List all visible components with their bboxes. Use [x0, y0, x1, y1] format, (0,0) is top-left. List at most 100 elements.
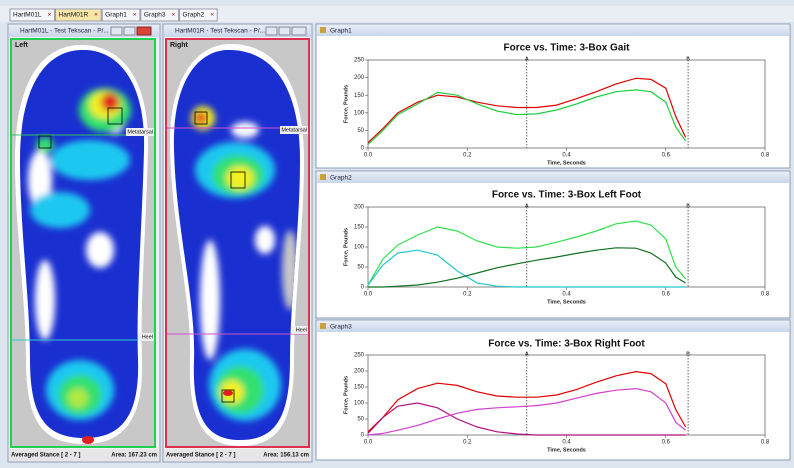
tab-close[interactable]: ×	[133, 12, 137, 19]
x-tick-label: 0.2	[463, 153, 472, 159]
x-tick-label: 0.0	[364, 292, 373, 298]
y-axis-label: Force, Pounds	[343, 376, 349, 414]
hotspot	[82, 436, 94, 444]
label-bg	[280, 126, 308, 134]
series-line	[367, 77, 687, 144]
window-title: Graph1	[330, 28, 352, 35]
x-tick-label: 0.8	[761, 153, 770, 159]
tab-close[interactable]: ×	[210, 12, 214, 19]
y-tick-label: 150	[354, 385, 365, 391]
y-tick-label: 0	[361, 433, 365, 439]
y-axis-label: Force, Pounds	[343, 228, 349, 266]
plot-area	[367, 59, 766, 149]
pressure-map	[20, 50, 145, 438]
status-area: Area: 167.23 cm	[111, 453, 157, 459]
x-axis-label: Time, Seconds	[547, 160, 586, 166]
marker-label: A	[525, 203, 529, 209]
window-icon	[320, 323, 326, 329]
plot-area	[367, 206, 766, 288]
status-area: Area: 156.13 cm	[263, 453, 309, 459]
series-line	[367, 220, 687, 286]
y-tick-label: 250	[354, 58, 365, 64]
graph-window: Graph2 Force vs. Time: 3-Box Left Foot 0 50…	[315, 170, 791, 319]
y-tick-label: 200	[354, 205, 365, 211]
region-label: Heel	[296, 327, 307, 333]
tab-close[interactable]: ×	[94, 12, 98, 19]
y-tick-label: 250	[354, 353, 365, 359]
minimize-button[interactable]	[110, 26, 123, 36]
series-line	[368, 247, 686, 288]
x-tick-label: 0.6	[662, 153, 671, 159]
graph-window: Graph1 Force vs. Time: 3-Box Gait 0 50 100 15…	[315, 23, 791, 169]
status-stance: Averaged Stance [ 2 - 7 ]	[166, 453, 235, 459]
title-bar	[317, 172, 789, 183]
x-axis-label: Time, Seconds	[547, 299, 586, 305]
side-label: Left	[15, 42, 29, 49]
status-stance: Averaged Stance [ 2 - 7 ]	[11, 453, 80, 459]
x-tick-label: 0.0	[364, 440, 373, 446]
y-tick-label: 50	[357, 417, 364, 423]
y-tick-label: 100	[354, 110, 365, 116]
x-tick-label: 0.4	[562, 153, 571, 159]
y-tick-label: 0	[361, 285, 365, 291]
close-button[interactable]	[291, 26, 307, 36]
chart-title: Force vs. Time: 3-Box Right Foot	[488, 339, 645, 350]
title-bar	[317, 25, 789, 36]
chart-title: Force vs. Time: 3-Box Left Foot	[492, 190, 642, 201]
window-title: HartM01R - Test Tekscan - P/...	[175, 28, 265, 35]
status-bar	[9, 449, 159, 461]
y-tick-label: 50	[357, 265, 364, 271]
plot-area	[367, 354, 766, 436]
x-axis-label: Time, Seconds	[547, 447, 586, 453]
y-tick-label: 200	[354, 369, 365, 375]
tab-label: Graph1	[105, 12, 127, 19]
tab-label: HartM01R	[59, 12, 89, 19]
y-tick-label: 100	[354, 245, 365, 251]
pressure-map	[173, 50, 300, 440]
status-bar	[164, 449, 311, 461]
right-window: HartM01R - Test Tekscan - P/...	[162, 23, 313, 463]
window-icon	[320, 27, 326, 33]
x-tick-label: 0.8	[761, 292, 770, 298]
tab[interactable]	[9, 8, 56, 22]
x-tick-label: 0.2	[463, 440, 472, 446]
window-title: HartM01L - Test Tekscan - P/...	[20, 28, 109, 35]
tab[interactable]	[101, 8, 141, 22]
window-title: Graph2	[330, 175, 352, 182]
series-line	[367, 387, 686, 436]
label-bg	[126, 128, 154, 136]
series-line	[367, 249, 686, 288]
x-tick-label: 0.8	[761, 440, 770, 446]
region-label: Heel	[142, 334, 153, 340]
maximize-button[interactable]	[123, 26, 136, 36]
minimize-button[interactable]	[265, 26, 278, 36]
marker-label: A	[525, 351, 529, 357]
y-tick-label: 100	[354, 401, 365, 407]
tab-close[interactable]: ×	[172, 12, 176, 19]
y-tick-label: 0	[361, 146, 365, 152]
region-label: Metatarsal	[127, 129, 153, 135]
close-button[interactable]	[136, 26, 152, 36]
tab-label: Graph2	[183, 12, 205, 19]
tab[interactable]	[55, 8, 102, 22]
x-tick-label: 0.6	[662, 292, 671, 298]
x-tick-label: 0.4	[562, 440, 571, 446]
window-title: Graph3	[330, 324, 352, 331]
tab[interactable]	[179, 8, 218, 22]
marker-label: B	[686, 203, 690, 209]
y-axis-label: Force, Pounds	[343, 85, 349, 123]
label-bg	[138, 333, 154, 341]
series-line	[367, 89, 687, 145]
maximize-button[interactable]	[278, 26, 291, 36]
label-bg	[292, 326, 308, 334]
tab[interactable]	[140, 8, 180, 22]
y-tick-label: 150	[354, 93, 365, 99]
x-tick-label: 0.0	[364, 153, 373, 159]
marker-label: B	[686, 351, 690, 357]
tab-label: HartM01L	[13, 12, 42, 19]
series-line	[367, 370, 687, 433]
tab-close[interactable]: ×	[48, 12, 52, 19]
y-tick-label: 50	[357, 128, 364, 134]
